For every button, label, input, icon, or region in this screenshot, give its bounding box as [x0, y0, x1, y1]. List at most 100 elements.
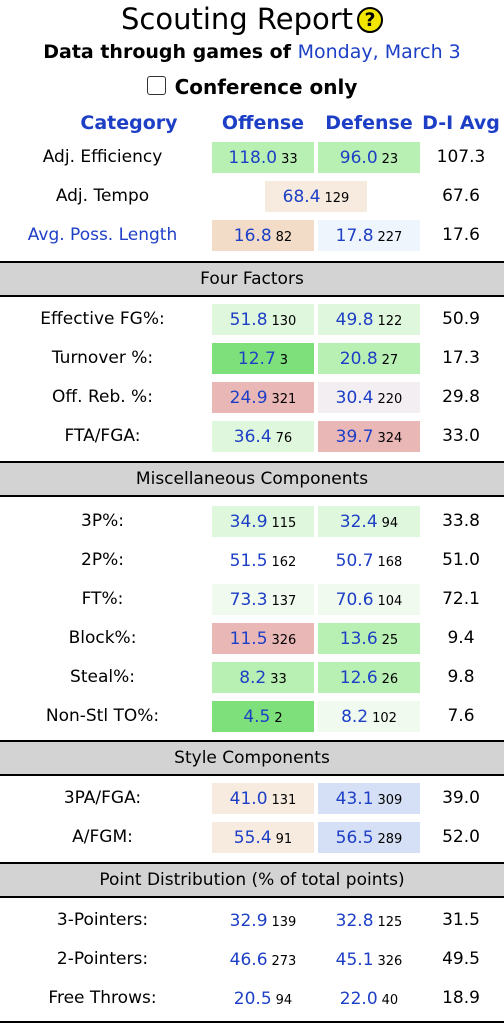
offense-value[interactable]: 20.5 — [233, 989, 272, 1009]
offense-rank: 82 — [275, 230, 293, 245]
table-row: 2P%: 51.5 162 50.7 168 51.0 — [0, 541, 504, 580]
table-bottom-border — [0, 1021, 504, 1023]
offense-rank: 130 — [271, 314, 297, 329]
offense-cell: 34.9 115 — [212, 506, 314, 537]
defense-cell: 39.7 324 — [318, 421, 420, 452]
offense-cell: 8.2 33 — [212, 662, 314, 693]
table-row: 3P%: 34.9 115 32.4 94 33.8 — [0, 502, 504, 541]
offense-rank: 273 — [271, 954, 297, 969]
offense-cell: 55.4 91 — [212, 822, 314, 853]
section-header-misc-components: Miscellaneous Components — [0, 461, 504, 497]
defense-rank: 324 — [377, 431, 403, 446]
offense-value[interactable]: 11.5 — [229, 629, 268, 649]
offense-rank: 139 — [271, 915, 297, 930]
defense-rank: 104 — [377, 594, 403, 609]
defense-value[interactable]: 43.1 — [335, 789, 374, 809]
defense-value[interactable]: 8.2 — [341, 707, 369, 727]
defense-cell: 12.6 26 — [318, 662, 420, 693]
defense-value[interactable]: 49.8 — [335, 310, 374, 330]
row-label: 3-Pointers: — [56, 910, 149, 930]
offense-cell: 41.0 131 — [212, 783, 314, 814]
offense-value[interactable]: 34.9 — [229, 512, 268, 532]
offense-value[interactable]: 4.5 — [243, 707, 271, 727]
tempo-value[interactable]: 68.4 — [282, 187, 321, 207]
table-row: Off. Reb. %: 24.9 321 30.4 220 29.8 — [0, 378, 504, 417]
d1-average: 17.6 — [442, 225, 480, 245]
defense-rank: 94 — [381, 516, 399, 531]
offense-rank: 131 — [271, 793, 297, 808]
defense-value[interactable]: 70.6 — [335, 590, 374, 610]
conference-filter[interactable]: Conference only — [0, 72, 504, 102]
offense-value[interactable]: 51.5 — [229, 551, 268, 571]
d1-average: 52.0 — [442, 827, 480, 847]
offense-cell: 46.6 273 — [212, 944, 314, 975]
defense-value[interactable]: 20.8 — [339, 349, 378, 369]
offense-rank: 2 — [274, 711, 283, 726]
offense-cell: 24.9 321 — [212, 382, 314, 413]
category-header[interactable]: Category — [80, 112, 178, 134]
defense-header[interactable]: Defense — [325, 112, 413, 134]
offense-rank: 321 — [271, 392, 297, 407]
defense-cell: 32.4 94 — [318, 506, 420, 537]
defense-cell: 43.1 309 — [318, 783, 420, 814]
offense-value[interactable]: 51.8 — [229, 310, 268, 330]
offense-cell: 36.4 76 — [212, 421, 314, 452]
defense-value[interactable]: 30.4 — [335, 388, 374, 408]
defense-rank: 220 — [377, 392, 403, 407]
defense-value[interactable]: 45.1 — [335, 950, 374, 970]
d1-avg-header[interactable]: D-I Avg — [422, 112, 500, 134]
defense-value[interactable]: 12.6 — [339, 668, 378, 688]
offense-value[interactable]: 12.7 — [237, 349, 276, 369]
offense-rank: 76 — [275, 431, 293, 446]
offense-value[interactable]: 36.4 — [233, 427, 272, 447]
d1-average: 29.8 — [442, 387, 480, 407]
defense-value[interactable]: 39.7 — [335, 427, 374, 447]
offense-value[interactable]: 8.2 — [239, 668, 267, 688]
table-row: Turnover %: 12.7 3 20.8 27 17.3 — [0, 339, 504, 378]
offense-rank: 137 — [271, 594, 297, 609]
offense-value[interactable]: 73.3 — [229, 590, 268, 610]
offense-value[interactable]: 118.0 — [228, 148, 278, 168]
defense-cell: 22.0 40 — [318, 983, 420, 1014]
table-row: Block%: 11.5 326 13.6 25 9.4 — [0, 619, 504, 658]
defense-rank: 168 — [377, 555, 403, 570]
offense-header[interactable]: Offense — [221, 112, 305, 134]
table-row: 3-Pointers: 32.9 139 32.8 125 31.5 — [0, 901, 504, 940]
defense-value[interactable]: 56.5 — [335, 828, 374, 848]
defense-value[interactable]: 50.7 — [335, 551, 374, 571]
defense-value[interactable]: 96.0 — [339, 148, 378, 168]
offense-value[interactable]: 41.0 — [229, 789, 268, 809]
section-header-style-components: Style Components — [0, 740, 504, 776]
defense-cell: 56.5 289 — [318, 822, 420, 853]
offense-value[interactable]: 32.9 — [229, 911, 268, 931]
row-label-link[interactable]: Avg. Poss. Length — [27, 225, 178, 245]
tempo-cell: 68.4 129 — [265, 181, 367, 212]
d1-average: 33.0 — [442, 426, 480, 446]
data-through-label: Data through games of — [43, 41, 291, 63]
row-label: Effective FG%: — [40, 309, 165, 329]
conference-only-checkbox[interactable] — [146, 76, 166, 95]
d1-average: 9.8 — [447, 667, 475, 687]
d1-average: 33.8 — [442, 511, 480, 531]
defense-value[interactable]: 17.8 — [335, 226, 374, 246]
d1-average: 9.4 — [447, 628, 475, 648]
offense-value[interactable]: 16.8 — [233, 226, 272, 246]
defense-rank: 40 — [381, 993, 399, 1008]
section-header-four-factors: Four Factors — [0, 261, 504, 297]
defense-rank: 122 — [377, 314, 403, 329]
offense-value[interactable]: 55.4 — [233, 828, 272, 848]
defense-rank: 125 — [377, 915, 403, 930]
defense-rank: 27 — [381, 353, 399, 368]
defense-value[interactable]: 32.4 — [339, 512, 378, 532]
defense-value[interactable]: 32.8 — [335, 911, 374, 931]
defense-value[interactable]: 13.6 — [339, 629, 378, 649]
defense-value[interactable]: 22.0 — [339, 989, 378, 1009]
offense-value[interactable]: 46.6 — [229, 950, 268, 970]
offense-value[interactable]: 24.9 — [229, 388, 268, 408]
date-link[interactable]: Monday, March 3 — [297, 41, 461, 63]
defense-cell: 13.6 25 — [318, 623, 420, 654]
d1-average: 72.1 — [442, 589, 480, 609]
table-row: Adj. Efficiency 118.0 33 96.0 23 107.3 — [0, 138, 504, 177]
help-icon[interactable]: ? — [357, 7, 384, 33]
defense-rank: 23 — [381, 152, 399, 167]
